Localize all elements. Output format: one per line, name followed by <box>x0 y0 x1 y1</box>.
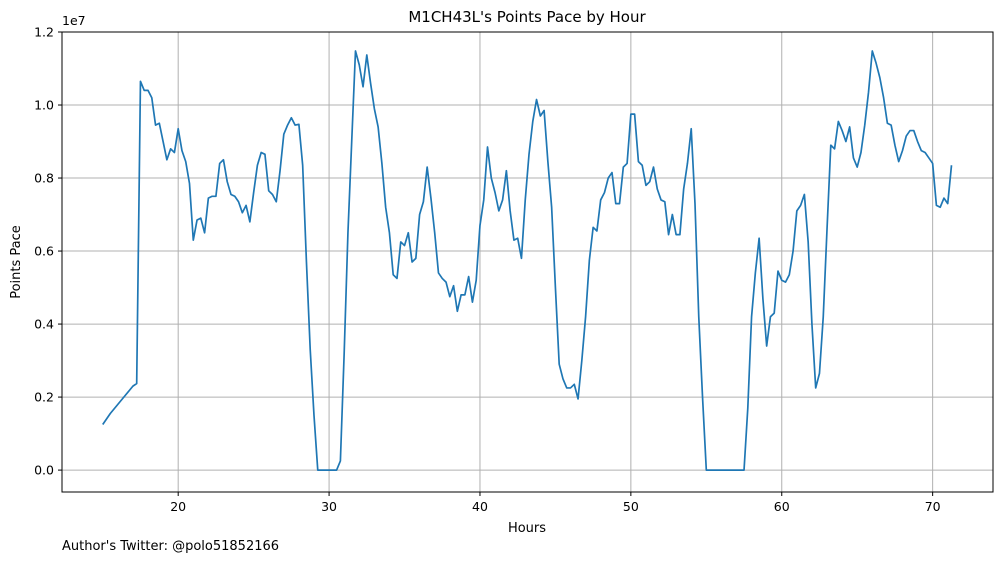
author-credit: Author's Twitter: @polo51852166 <box>62 539 279 554</box>
x-tick-label: 30 <box>321 499 337 514</box>
x-tick-label: 70 <box>925 499 941 514</box>
grid-lines <box>62 31 993 492</box>
y-multiplier-label: 1e7 <box>62 13 86 28</box>
y-tick-label: 0.0 <box>34 463 54 478</box>
x-tick-label: 20 <box>170 499 186 514</box>
plot-frame <box>61 31 994 493</box>
y-tick-label: 0.2 <box>34 390 54 405</box>
x-axis-label: Hours <box>508 521 546 536</box>
y-tick-label: 1.2 <box>34 25 54 40</box>
x-axis-ticks: 20 30 40 50 60 70 <box>170 492 941 514</box>
series-layer <box>102 50 953 471</box>
y-axis-label: Points Pace <box>9 225 24 299</box>
y-axis-ticks: 0.0 0.2 0.4 0.6 0.8 1.0 1.2 <box>34 25 62 478</box>
x-tick-label: 60 <box>774 499 790 514</box>
x-tick-label: 50 <box>623 499 639 514</box>
y-tick-label: 0.8 <box>34 171 54 186</box>
x-tick-label: 40 <box>472 499 488 514</box>
y-tick-label: 0.4 <box>34 317 54 332</box>
chart-title: M1CH43L's Points Pace by Hour <box>408 8 646 26</box>
y-tick-label: 0.6 <box>34 244 54 259</box>
points-pace-series-line <box>102 50 953 471</box>
y-tick-label: 1.0 <box>34 98 54 113</box>
